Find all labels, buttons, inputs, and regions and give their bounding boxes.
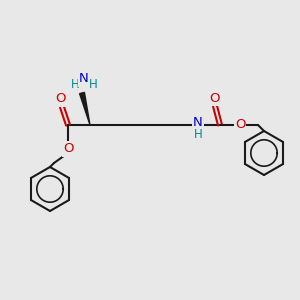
Text: O: O [209,92,219,104]
Text: O: O [235,118,245,131]
Polygon shape [80,92,90,125]
Text: N: N [193,116,203,128]
Text: N: N [79,73,89,85]
Text: H: H [88,79,98,92]
Text: H: H [70,79,80,92]
Text: O: O [63,142,73,155]
Text: H: H [194,128,202,142]
Text: O: O [56,92,66,106]
